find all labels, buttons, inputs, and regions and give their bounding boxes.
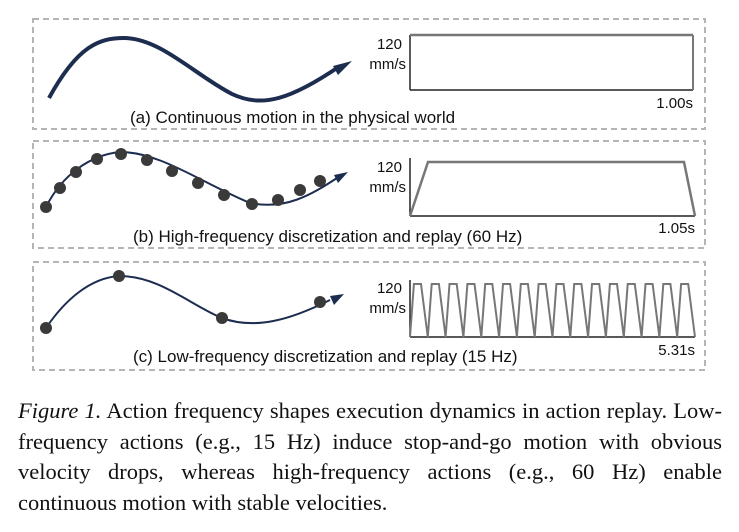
panel-b: 120 mm/s 1.05s (b) High-frequency discre…: [32, 140, 706, 249]
panel-b-x-end: 1.05s: [658, 220, 695, 237]
panel-b-motion-curve: [45, 150, 341, 208]
panel-b-sample-point: [91, 153, 103, 165]
panel-c-arrowhead: [330, 294, 344, 305]
caption-text: Action frequency shapes execution dynami…: [18, 398, 723, 515]
figure-caption: Figure 1. Action frequency shapes execut…: [18, 396, 722, 518]
panel-a: 120 mm/s 1.00s (a) Continuous motion in …: [32, 18, 706, 130]
panel-c-velocity-line: [409, 283, 696, 338]
panel-c-sample-point: [40, 322, 52, 334]
panel-c-y-tick: 120: [377, 280, 402, 297]
panel-b-label: (b) High-frequency discretization and re…: [133, 227, 522, 246]
panel-b-arrowhead: [334, 172, 348, 183]
panel-a-arrowhead: [333, 61, 352, 75]
panel-c-sample-point: [216, 312, 228, 324]
panel-b-sample-point: [192, 177, 204, 189]
panel-c-label: (c) Low-frequency discretization and rep…: [133, 347, 518, 366]
panel-b-samples: [40, 148, 326, 213]
panel-c-samples: [40, 270, 326, 334]
panel-a-y-tick: 120: [377, 36, 402, 53]
panel-a-label: (a) Continuous motion in the physical wo…: [130, 108, 455, 127]
panel-b-sample-point: [246, 198, 258, 210]
panel-a-x-end: 1.00s: [656, 95, 693, 112]
panel-b-y-tick: 120: [377, 159, 402, 176]
panel-b-sample-point: [314, 175, 326, 187]
panel-b-sample-point: [166, 165, 178, 177]
panel-c-sample-point: [113, 270, 125, 282]
panel-b-border: [32, 140, 706, 249]
panel-b-sample-point: [141, 154, 153, 166]
panel-b-sample-point: [40, 201, 52, 213]
panel-c-y-unit: mm/s: [369, 300, 406, 317]
panel-c-sample-point: [314, 296, 326, 308]
panel-b-sample-point: [115, 148, 127, 160]
panel-b-sample-point: [54, 182, 66, 194]
figure-svg: 120 mm/s 1.00s (a) Continuous motion in …: [32, 18, 706, 371]
panel-b-velocity-line: [408, 160, 697, 217]
panel-a-motion-curve: [47, 35, 342, 103]
panel-a-border: [32, 18, 706, 130]
panel-b-sample-point: [218, 189, 230, 201]
panel-b-sample-point: [272, 194, 284, 206]
panel-b-y-unit: mm/s: [369, 179, 406, 196]
panel-c-motion-curve: [45, 274, 331, 329]
figure: 120 mm/s 1.00s (a) Continuous motion in …: [32, 18, 706, 371]
panel-b-sample-point: [70, 166, 82, 178]
caption-figure-label: Figure 1.: [18, 398, 102, 423]
panel-b-sample-point: [294, 184, 306, 196]
panel-a-y-unit: mm/s: [369, 56, 406, 73]
panel-c: 120 mm/s 5.31s (c) Low-frequency discret…: [32, 261, 706, 371]
panel-c-x-end: 5.31s: [658, 342, 695, 359]
panel-c-border: [32, 261, 706, 371]
